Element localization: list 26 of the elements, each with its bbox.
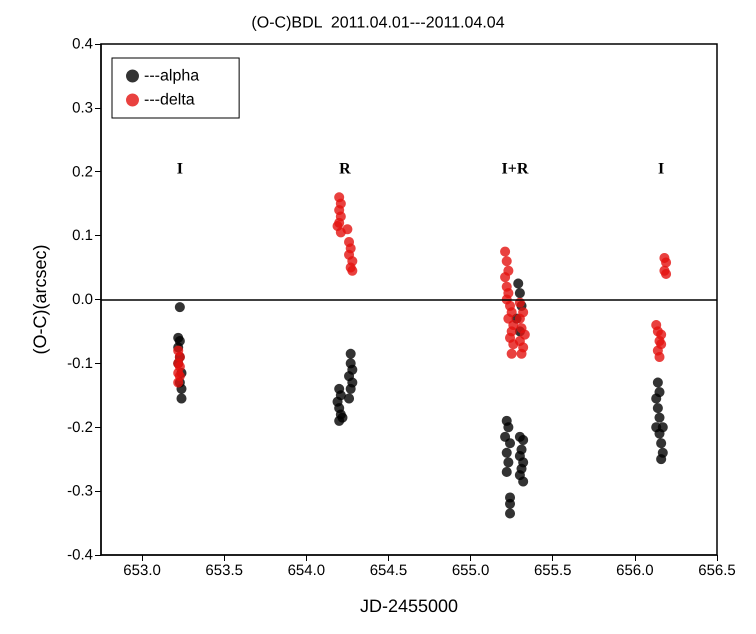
legend-label: ---alpha [144,68,200,84]
y-tick-label: -0.3 [67,482,93,500]
x-tick-label: 655.5 [534,562,572,579]
y-tick-label: 0.3 [72,99,93,116]
annotation: I [658,160,664,178]
y-tick-label: 0.4 [72,36,93,52]
x-tick-label: 656.5 [698,562,736,579]
x-tick-label: 653.5 [205,562,243,579]
annotation: R [339,160,352,178]
x-tick-label: 654.5 [370,562,408,579]
x-tick-label: 653.0 [123,562,161,579]
x-tick-label: 655.0 [452,562,490,579]
chart-title: (O-C)BDL 2011.04.01---2011.04.04 [251,14,505,32]
y-tick-label: 0.2 [72,163,93,180]
y-tick-label: -0.1 [67,354,93,372]
x-tick-label: 654.0 [288,562,326,579]
annotation: I+R [502,160,529,178]
y-axis-title: (O-C)(arcsec) [30,244,50,354]
x-tick-label: 656.0 [616,562,654,579]
y-tick-label: 0.1 [72,227,93,244]
annotation: I [176,160,183,178]
y-tick-label: -0.2 [67,418,93,436]
x-axis-title: JD-2455000 [360,596,458,616]
y-tick-label: -0.4 [67,546,93,564]
legend-label: ---delta [144,92,195,108]
y-tick-label: 0.0 [72,291,93,308]
